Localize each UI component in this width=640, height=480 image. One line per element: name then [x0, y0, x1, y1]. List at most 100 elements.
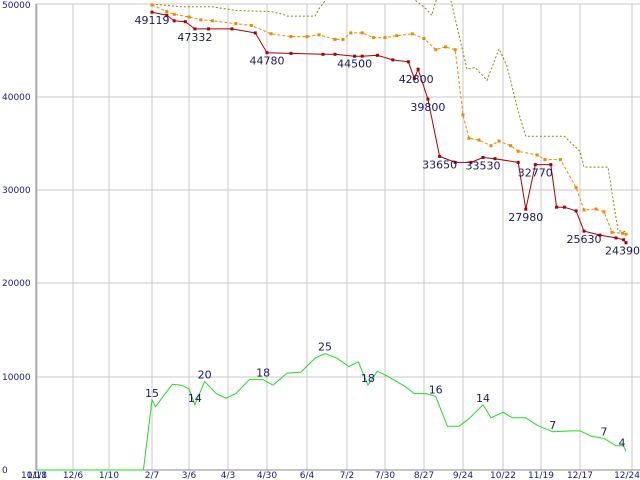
data-point-primary — [493, 157, 497, 161]
data-point-orange_middle — [497, 139, 501, 143]
data-label: 24390 — [605, 245, 640, 258]
x-tick-label: 7/30 — [375, 471, 395, 480]
data-point-orange_middle — [199, 18, 203, 22]
x-tick-label: 9/24 — [453, 471, 473, 480]
data-point-primary — [614, 236, 618, 240]
data-point-orange_middle — [477, 138, 481, 142]
data-point-primary — [207, 27, 210, 31]
y-tick-label: 30000 — [2, 186, 31, 196]
x-tick-label: 12/24 — [614, 471, 640, 480]
data-point-orange_middle — [165, 10, 169, 13]
data-point-primary — [289, 51, 293, 55]
data-point-orange_middle — [210, 19, 214, 23]
data-point-primary — [406, 60, 410, 64]
data-label: 25630 — [567, 233, 602, 246]
data-label: 49119 — [135, 14, 170, 27]
data-point-primary — [524, 207, 528, 211]
series-line-olive_upper — [151, 0, 627, 233]
data-point-primary — [481, 156, 485, 159]
data-point-primary — [574, 209, 578, 213]
series-line-primary — [151, 11, 627, 244]
data-point-orange_middle — [594, 207, 598, 211]
data-label: 44780 — [250, 55, 285, 68]
series-line-orange_middle — [151, 4, 627, 235]
data-point-primary — [453, 160, 457, 164]
data-point-primary — [360, 54, 364, 58]
x-tick-label: 3/6 — [182, 471, 197, 480]
data-point-orange_middle — [582, 208, 586, 212]
data-point-orange_middle — [453, 48, 457, 52]
data-label: 18 — [361, 372, 375, 385]
data-point-orange_middle — [269, 32, 273, 36]
data-point-orange_middle — [543, 158, 547, 162]
data-point-orange_middle — [150, 3, 154, 7]
data-point-orange_middle — [187, 15, 191, 19]
data-point-orange_middle — [383, 36, 387, 40]
data-point-primary — [391, 58, 395, 62]
data-label: 39800 — [410, 101, 445, 114]
data-point-primary — [516, 160, 520, 164]
data-point-orange_middle — [333, 37, 337, 41]
data-point-orange_middle — [610, 230, 614, 234]
data-point-primary — [598, 233, 602, 237]
data-point-primary — [150, 10, 154, 14]
y-tick-label: 20000 — [2, 279, 31, 289]
x-tick-label: 12/17 — [567, 471, 593, 480]
data-point-orange_middle — [372, 36, 376, 40]
data-label: 47332 — [177, 31, 212, 44]
data-point-primary — [193, 27, 197, 31]
x-tick-label: 10/22 — [490, 471, 516, 480]
data-label: 14 — [188, 392, 202, 405]
data-label: 32770 — [518, 167, 553, 180]
data-point-orange_middle — [516, 149, 520, 153]
grid — [36, 3, 640, 471]
x-tick-label: 12/6 — [63, 471, 83, 480]
data-point-primary — [622, 238, 626, 242]
data-point-orange_middle — [349, 31, 353, 35]
data-point-primary — [555, 205, 559, 209]
data-point-orange_middle — [535, 153, 539, 157]
data-point-primary — [172, 19, 176, 23]
data-point-primary — [412, 77, 416, 81]
data-point-primary — [416, 67, 420, 71]
data-label: 44500 — [337, 57, 372, 70]
x-tick-label: 4/30 — [257, 471, 277, 480]
data-point-orange_middle — [360, 31, 364, 35]
data-point-primary — [333, 52, 337, 56]
x-tick-label: 8/27 — [414, 471, 434, 480]
data-point-orange_middle — [620, 231, 624, 235]
series-group — [36, 0, 628, 471]
data-point-primary — [321, 52, 325, 56]
x-tick-label: 4/3 — [221, 471, 235, 480]
data-label: 42800 — [399, 73, 434, 86]
data-point-primary — [582, 229, 586, 233]
data-point-orange_middle — [422, 37, 426, 40]
data-point-orange_middle — [574, 186, 578, 190]
x-tick-label: 1/10 — [99, 471, 119, 480]
data-label: 20 — [198, 369, 212, 382]
data-point-primary — [549, 163, 553, 167]
data-point-primary — [624, 241, 628, 245]
x-tick-label: 2/7 — [145, 471, 159, 480]
data-label: 27980 — [508, 211, 543, 224]
data-label: 4 — [619, 436, 626, 449]
y-tick-label: 40000 — [2, 93, 31, 103]
data-label: 16 — [429, 383, 443, 396]
y-tick-label: 50000 — [2, 1, 31, 11]
data-point-orange_middle — [624, 232, 628, 236]
x-tick-label: 11/19 — [528, 471, 554, 480]
data-point-primary — [426, 97, 430, 101]
data-point-orange_middle — [341, 37, 345, 41]
data-point-orange_middle — [249, 23, 253, 27]
data-point-primary — [165, 13, 169, 17]
data-point-primary — [533, 163, 537, 167]
data-point-orange_middle — [602, 210, 606, 214]
data-point-orange_middle — [289, 35, 293, 39]
x-tick-label: 11/8 — [27, 471, 47, 480]
data-point-orange_middle — [467, 136, 471, 140]
data-label: 25 — [318, 341, 332, 354]
data-label: 33530 — [466, 160, 501, 173]
data-point-primary — [265, 51, 269, 55]
data-point-primary — [438, 154, 442, 158]
